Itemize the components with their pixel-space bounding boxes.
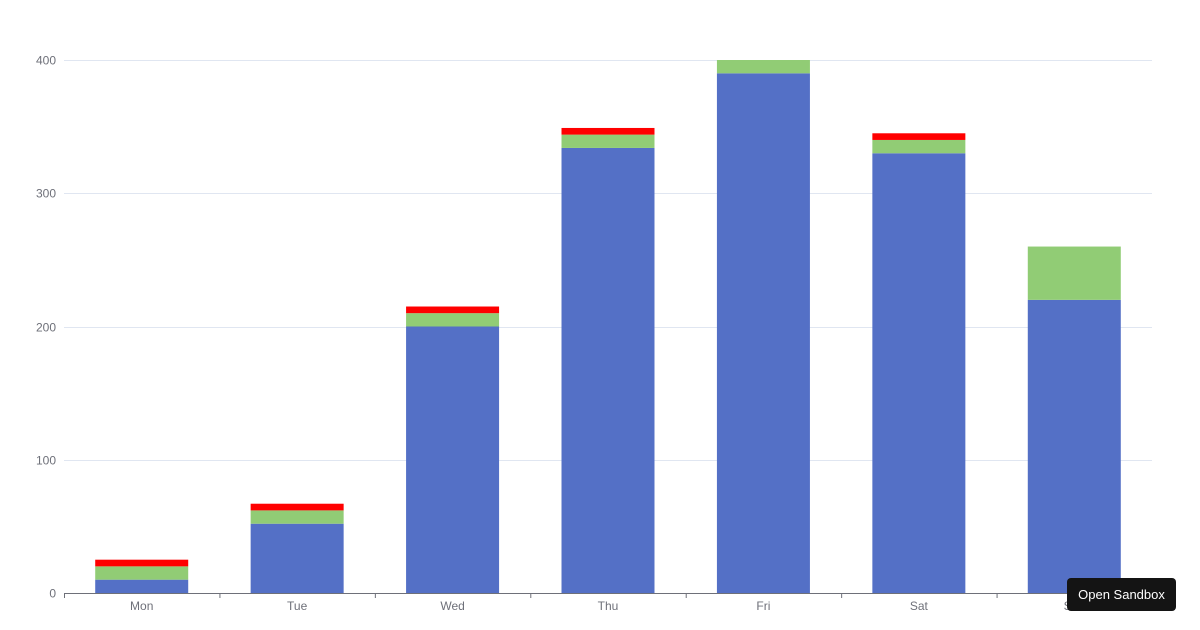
bar-thu-series-2[interactable] xyxy=(561,134,655,148)
y-tick-label: 200 xyxy=(36,321,56,335)
x-tick-label: Tue xyxy=(287,599,308,613)
bar-tue-series-3[interactable] xyxy=(250,503,344,511)
y-tick-label: 100 xyxy=(36,454,56,468)
bar-mon-series-3[interactable] xyxy=(95,559,189,567)
bar-mon-series-1[interactable] xyxy=(95,579,189,593)
x-tick-label: Wed xyxy=(440,599,464,613)
bar-tue-series-2[interactable] xyxy=(250,510,344,524)
bar-sun-series-2[interactable] xyxy=(1027,246,1121,300)
bar-fri-series-2[interactable] xyxy=(716,60,810,74)
bar-mon-series-2[interactable] xyxy=(95,566,189,580)
bar-sat-series-2[interactable] xyxy=(872,139,966,154)
bar-fri-series-1[interactable] xyxy=(716,73,810,593)
bar-wed-series-1[interactable] xyxy=(406,326,500,594)
bar-wed-series-3[interactable] xyxy=(406,306,500,314)
axes: 0100200300400MonTueWedThuFriSatSun xyxy=(36,54,1153,613)
bar-sat-series-3[interactable] xyxy=(872,133,966,140)
bar-sun-series-1[interactable] xyxy=(1027,299,1121,593)
open-sandbox-button[interactable]: Open Sandbox xyxy=(1067,578,1176,611)
bar-tue-series-1[interactable] xyxy=(250,523,344,593)
bars xyxy=(95,60,1121,593)
x-tick-label: Mon xyxy=(130,599,153,613)
y-tick-label: 0 xyxy=(49,587,56,601)
y-tick-label: 400 xyxy=(36,54,56,68)
bar-thu-series-1[interactable] xyxy=(561,147,655,593)
x-tick-label: Sat xyxy=(910,599,929,613)
bar-sat-series-1[interactable] xyxy=(872,153,966,593)
bar-thu-series-3[interactable] xyxy=(561,127,655,135)
bar-wed-series-2[interactable] xyxy=(406,313,500,327)
x-tick-label: Fri xyxy=(756,599,770,613)
x-tick-label: Thu xyxy=(598,599,619,613)
y-tick-label: 300 xyxy=(36,187,56,201)
